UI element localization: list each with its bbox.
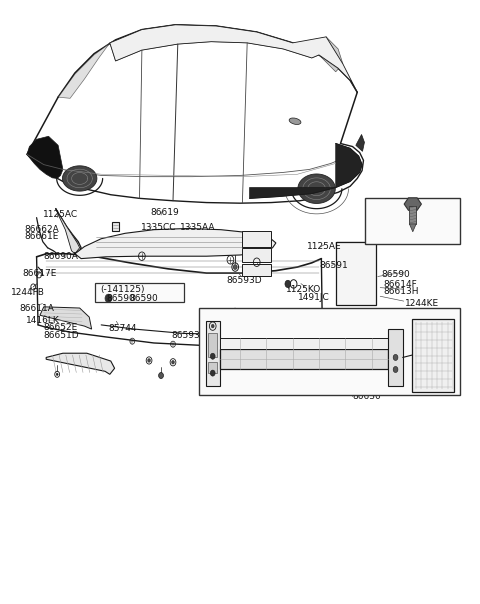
Polygon shape — [205, 321, 220, 387]
Text: 86613H: 86613H — [384, 288, 419, 296]
Text: 1244BF: 1244BF — [410, 199, 444, 208]
Bar — [336, 242, 376, 305]
Ellipse shape — [289, 118, 301, 124]
Text: 86590: 86590 — [382, 270, 410, 279]
Bar — [412, 319, 455, 393]
Text: 1249BD: 1249BD — [211, 377, 247, 386]
Circle shape — [56, 373, 58, 376]
Text: 1244KE: 1244KE — [405, 300, 439, 308]
Circle shape — [171, 361, 174, 364]
Text: 86630: 86630 — [352, 392, 381, 401]
Polygon shape — [40, 307, 92, 329]
Polygon shape — [388, 329, 403, 387]
Text: 86617E: 86617E — [22, 269, 57, 278]
Polygon shape — [404, 198, 421, 210]
Text: 1244BF: 1244BF — [384, 231, 418, 240]
Polygon shape — [58, 43, 110, 98]
Polygon shape — [56, 208, 80, 254]
Bar — [242, 231, 271, 246]
Circle shape — [105, 294, 112, 303]
Text: 1335AA: 1335AA — [180, 223, 216, 232]
Circle shape — [311, 324, 313, 328]
Bar — [208, 362, 216, 373]
Circle shape — [233, 265, 237, 269]
Text: 86611A: 86611A — [20, 304, 55, 312]
Polygon shape — [409, 224, 416, 232]
Text: 86662A: 86662A — [24, 225, 60, 234]
Text: 86690A: 86690A — [44, 252, 79, 262]
Text: 1244FB: 1244FB — [11, 288, 45, 297]
Text: 1327AC: 1327AC — [305, 335, 340, 344]
Polygon shape — [319, 37, 343, 72]
Polygon shape — [250, 144, 362, 198]
Text: 1125KO: 1125KO — [286, 286, 321, 294]
Circle shape — [393, 367, 398, 373]
Polygon shape — [110, 25, 357, 92]
Polygon shape — [62, 166, 97, 191]
Bar — [199, 308, 460, 396]
Text: 1416LK: 1416LK — [25, 315, 60, 324]
Polygon shape — [27, 137, 63, 178]
Bar — [365, 198, 460, 243]
Circle shape — [210, 353, 215, 359]
Text: 86642A: 86642A — [417, 368, 452, 378]
Bar — [409, 206, 416, 224]
Bar — [242, 264, 271, 276]
Circle shape — [210, 370, 215, 376]
Polygon shape — [298, 174, 336, 204]
Polygon shape — [75, 228, 276, 259]
Text: 85744: 85744 — [108, 324, 137, 333]
Polygon shape — [110, 25, 319, 61]
Text: 1125AE: 1125AE — [307, 242, 342, 251]
Text: 86636A: 86636A — [417, 344, 452, 353]
Text: 86633X: 86633X — [372, 362, 407, 371]
Bar — [242, 248, 271, 262]
Text: 86634X: 86634X — [372, 355, 407, 364]
Polygon shape — [356, 135, 364, 152]
Bar — [208, 333, 216, 358]
Text: 86593A: 86593A — [171, 330, 206, 339]
Text: 86641A: 86641A — [417, 376, 452, 385]
Text: 86650F: 86650F — [274, 361, 307, 370]
Polygon shape — [112, 222, 120, 231]
Text: 86652E: 86652E — [44, 323, 78, 332]
Text: (-141125): (-141125) — [100, 285, 145, 294]
Text: 86661E: 86661E — [24, 233, 59, 242]
Circle shape — [148, 359, 151, 362]
Circle shape — [211, 324, 214, 328]
Text: 1125AC: 1125AC — [43, 210, 78, 219]
Polygon shape — [220, 338, 388, 349]
Text: 86651D: 86651D — [44, 330, 79, 339]
Text: 86590: 86590 — [129, 294, 158, 303]
Polygon shape — [220, 349, 388, 370]
Text: 86620: 86620 — [207, 323, 236, 332]
Polygon shape — [46, 353, 115, 374]
Text: 95420A: 95420A — [237, 318, 271, 327]
Text: 86590: 86590 — [106, 294, 135, 303]
Text: 1335CC: 1335CC — [141, 223, 177, 232]
Text: 86635W: 86635W — [417, 337, 455, 346]
Circle shape — [393, 355, 398, 361]
Text: 86614F: 86614F — [384, 280, 417, 289]
Circle shape — [285, 280, 291, 288]
Bar — [96, 283, 183, 302]
Text: 86591: 86591 — [319, 262, 348, 271]
Text: 1491JC: 1491JC — [299, 294, 330, 302]
Text: 86619: 86619 — [150, 208, 179, 217]
Circle shape — [158, 373, 163, 379]
Text: 86593D: 86593D — [227, 276, 262, 285]
